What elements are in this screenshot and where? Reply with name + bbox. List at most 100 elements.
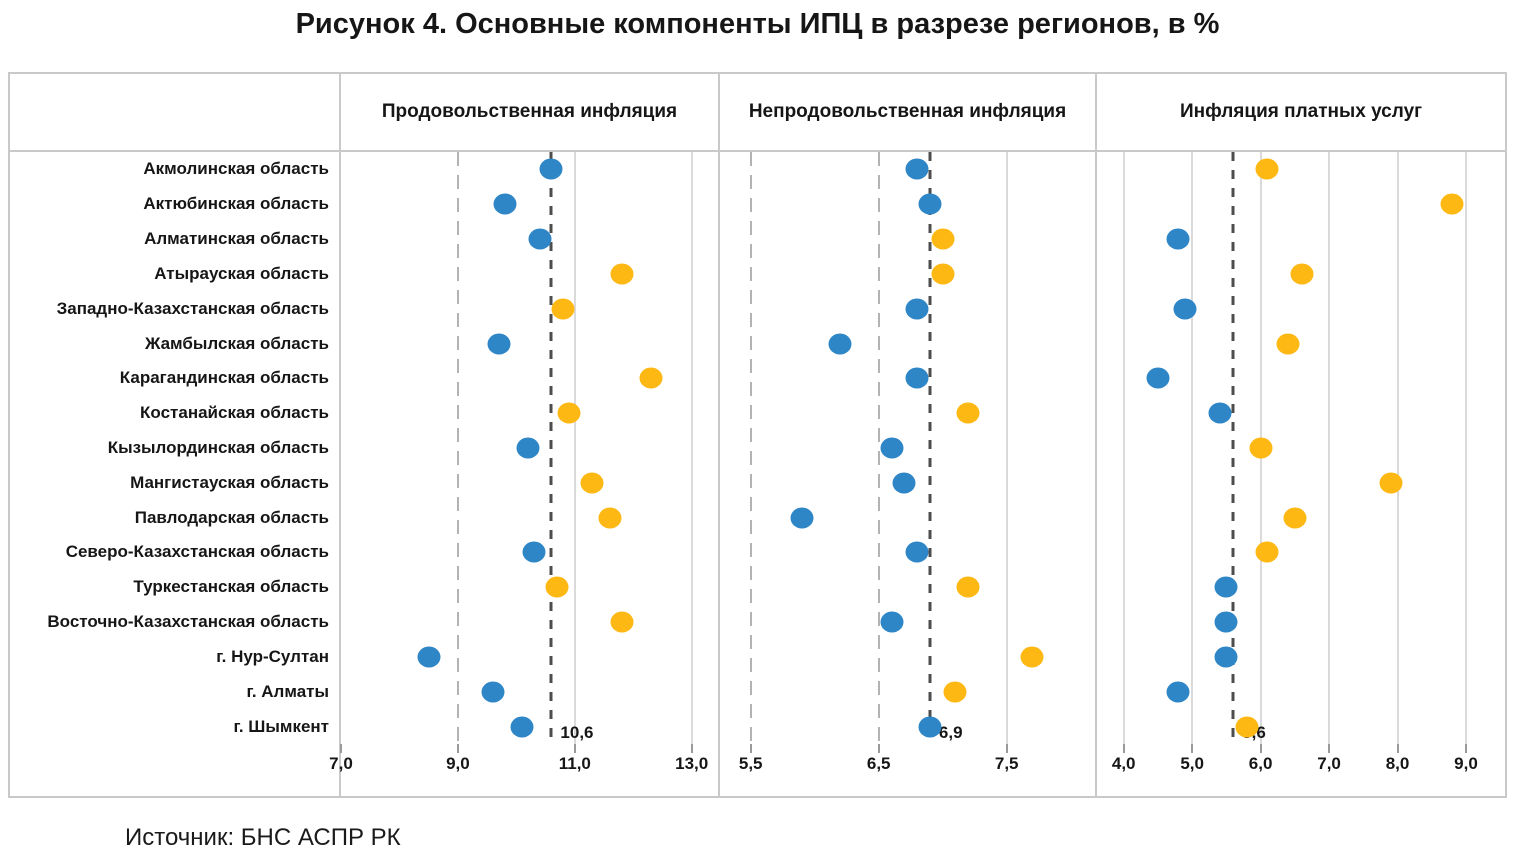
tick-label: 5,5: [738, 754, 763, 773]
x-axis-food: 7,0 9,0 11,0 13,0: [329, 744, 718, 796]
data-point: [1255, 158, 1279, 180]
data-point: [828, 333, 852, 355]
data-point: [1276, 333, 1300, 355]
data-point: [905, 158, 929, 180]
tick-mark: [749, 744, 752, 753]
tick-label: 5,0: [1180, 754, 1204, 773]
data-point: [545, 576, 569, 598]
data-point: [516, 437, 540, 459]
data-point: [918, 193, 942, 215]
gridline: [573, 152, 576, 744]
tick-mark: [573, 744, 576, 753]
data-point: [487, 333, 511, 355]
average-line: [549, 152, 553, 744]
data-point: [905, 367, 929, 389]
region-label: Павлодарская область: [134, 507, 329, 527]
data-point: [598, 507, 622, 529]
tick-label: 4,0: [1111, 754, 1136, 773]
average-line: [1231, 152, 1235, 744]
panel-header-food: Продовольственная инфляция: [339, 74, 718, 152]
tick-mark: [340, 744, 342, 753]
data-point: [1379, 472, 1403, 494]
data-point: [551, 298, 575, 320]
region-label: Жамбылская область: [145, 333, 329, 353]
x-axis-services: 4,0 5,0 6,0 7,0 8,0 9,0: [1095, 744, 1505, 796]
tick-mark: [1259, 744, 1262, 753]
data-point: [880, 437, 903, 459]
average-label: 10,6: [560, 723, 594, 742]
region-label: Мангистауская область: [130, 472, 329, 492]
tick-mark: [1328, 744, 1331, 753]
tick-label: 7,0: [329, 754, 353, 773]
tick-label: 6,0: [1248, 754, 1273, 773]
plot-area-nonfood: 6,9: [718, 152, 1095, 744]
gridline: [1328, 152, 1331, 744]
plot-area-services: 5,6: [1095, 152, 1505, 744]
tick-mark: [1464, 744, 1467, 753]
region-labels-column: Акмолинская область Актюбинская область Ал…: [10, 152, 339, 744]
data-point: [956, 576, 980, 598]
x-axis-nonfood: 5,5 6,5 7,5: [718, 744, 1095, 796]
header-empty-cell: [10, 74, 339, 152]
region-label: г. Алматы: [246, 681, 329, 701]
gridline: [877, 152, 880, 744]
data-point: [510, 716, 534, 738]
tick-label: 7,5: [994, 754, 1019, 773]
data-point: [1166, 681, 1190, 703]
tick-mark: [1396, 744, 1399, 753]
region-label: Костанайская область: [140, 403, 329, 423]
data-point: [1255, 541, 1279, 563]
data-point: [493, 193, 517, 215]
gridline: [1005, 152, 1008, 744]
gridline: [456, 152, 459, 744]
region-label: Карагандинская область: [119, 368, 329, 388]
gridline: [1122, 152, 1125, 744]
data-point: [522, 541, 546, 563]
tick-mark: [877, 744, 880, 753]
data-point: [892, 472, 916, 494]
tick-label: 8,0: [1385, 754, 1410, 773]
tick-label: 7,0: [1317, 754, 1341, 773]
data-point: [880, 611, 903, 633]
source-note: Источник: БНС АСПР РК: [125, 824, 401, 851]
tick-label: 6,5: [866, 754, 891, 773]
data-point: [1235, 716, 1259, 738]
data-point: [1440, 193, 1464, 215]
data-point: [528, 228, 552, 250]
tick-mark: [1191, 744, 1194, 753]
gridline: [1396, 152, 1399, 744]
gridline: [749, 152, 752, 744]
region-label: Актюбинская область: [143, 194, 329, 214]
region-label: Северо-Казахстанская область: [65, 542, 329, 562]
panel-header-nonfood: Непродовольственная инфляция: [718, 74, 1095, 152]
data-point: [1173, 298, 1197, 320]
tick-mark: [1005, 744, 1008, 753]
region-label: Кызылординская область: [107, 437, 329, 457]
region-label: Западно-Казахстанская область: [56, 298, 329, 318]
region-label: Алматинская область: [144, 229, 329, 249]
data-point: [539, 158, 563, 180]
page-title: Рисунок 4. Основные компоненты ИПЦ в раз…: [295, 8, 1220, 40]
data-point: [918, 716, 942, 738]
gridline: [690, 152, 693, 744]
data-point: [1214, 611, 1238, 633]
data-point: [956, 402, 980, 424]
data-point: [1020, 646, 1044, 668]
tick-label: 9,0: [446, 754, 470, 773]
tick-label: 9,0: [1454, 754, 1478, 773]
data-point: [481, 681, 505, 703]
data-point: [417, 646, 441, 668]
data-point: [639, 367, 663, 389]
data-point: [790, 507, 814, 529]
region-label: г. Шымкент: [233, 716, 329, 736]
region-label: Акмолинская область: [143, 159, 329, 179]
tick-label: 11,0: [558, 754, 591, 773]
data-point: [905, 541, 929, 563]
data-point: [1214, 576, 1238, 598]
data-point: [610, 611, 634, 633]
average-line: [928, 152, 932, 744]
average-label: 6,9: [938, 723, 963, 742]
axis-empty-cell: [10, 744, 339, 796]
region-label: г. Нур-Султан: [216, 646, 329, 666]
data-point: [1290, 263, 1314, 285]
